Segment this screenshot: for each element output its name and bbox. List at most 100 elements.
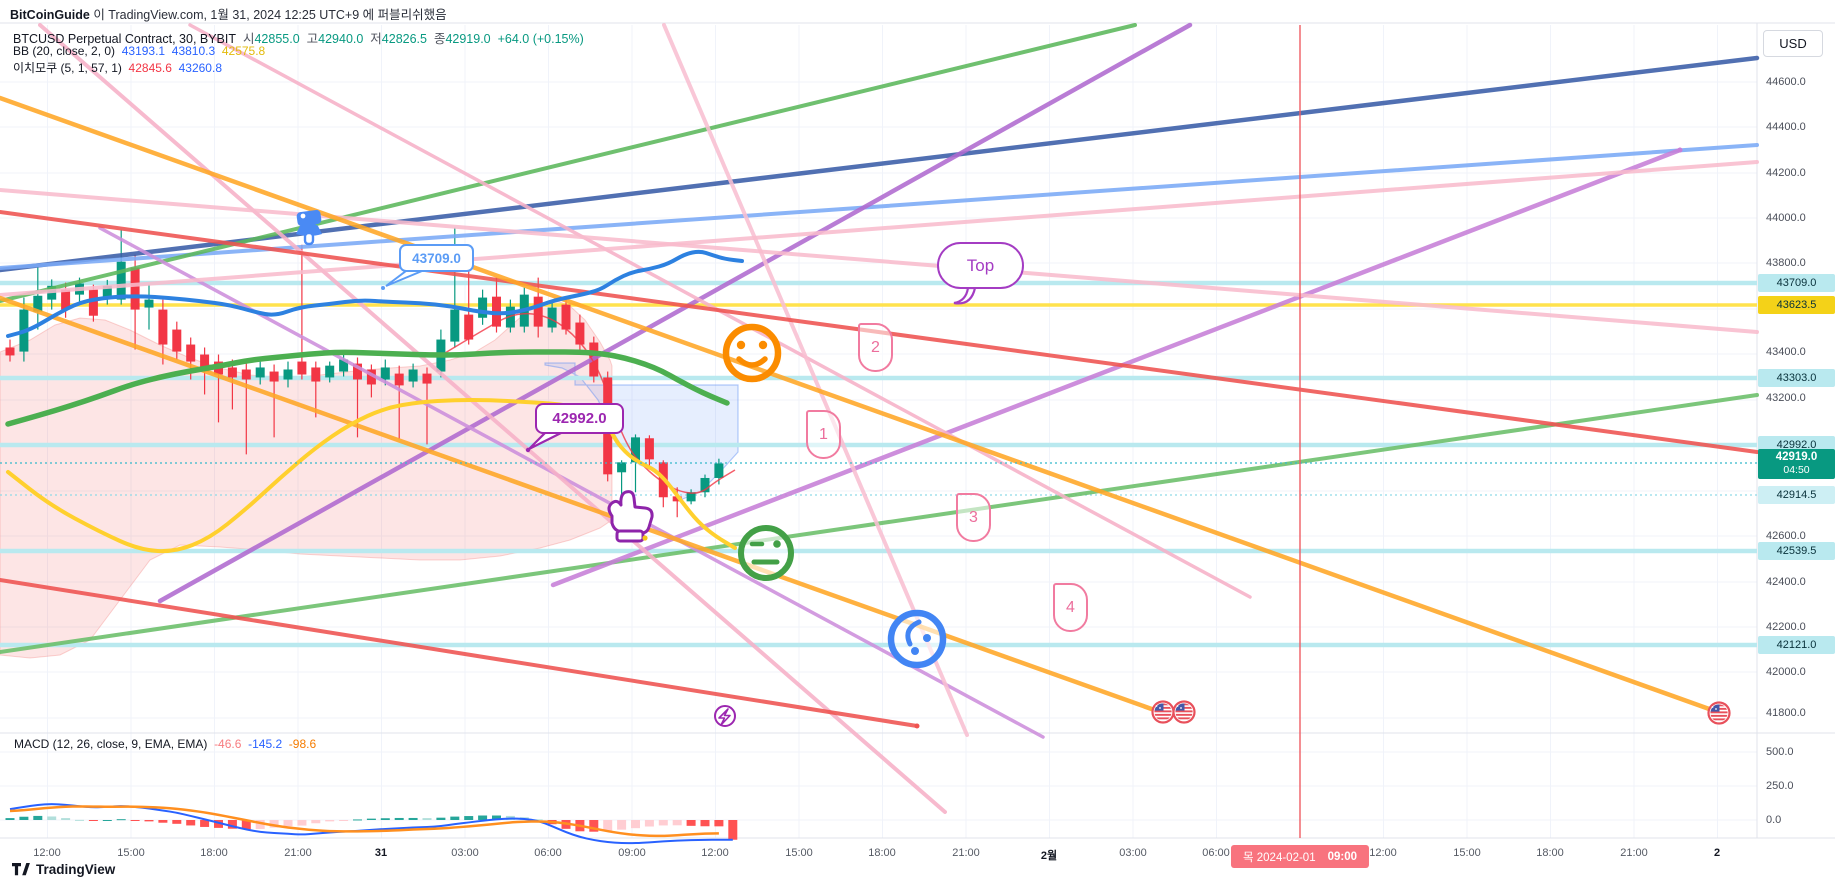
price-tick: 41800.0 — [1766, 707, 1806, 719]
trend-line[interactable] — [0, 160, 1759, 297]
time-tick: 03:00 — [451, 847, 479, 859]
time-tick: 06:00 — [1202, 847, 1230, 859]
bb-lower-value: 42575.8 — [221, 44, 266, 58]
wave-badge-4[interactable]: 4 — [1053, 583, 1088, 632]
trend-line[interactable] — [157, 22, 1193, 604]
pin-icon[interactable] — [296, 209, 322, 246]
time-tick: 21:00 — [284, 847, 312, 859]
time-tick: 06:00 — [534, 847, 562, 859]
price-callout-42992[interactable]: 42992.0 — [535, 403, 624, 434]
level-price-label: 42539.5 — [1758, 542, 1835, 560]
legend-macd-row[interactable]: MACD (12, 26, close, 9, EMA, EMA) -46.6 … — [14, 737, 316, 751]
macd-tick: 500.0 — [1766, 746, 1794, 758]
time-tick: 03:00 — [1119, 847, 1147, 859]
open-value: 42855.0 — [254, 32, 300, 46]
event-time: 09:00 — [1327, 850, 1358, 863]
legend-ichimoku-row[interactable]: 이치모쿠 (5, 1, 57, 1) 42845.6 43260.8 — [13, 59, 222, 76]
bb-upper-line[interactable] — [6, 249, 744, 338]
ichimoku-tenkan-value: 42845.6 — [128, 61, 172, 75]
trend-line[interactable] — [0, 23, 1137, 303]
trend-line[interactable] — [0, 295, 1163, 715]
price-tick: 42200.0 — [1766, 621, 1806, 633]
time-tick: 09:00 — [618, 847, 646, 859]
ichimoku-kijun-line[interactable] — [5, 349, 730, 427]
time-tick: 12:00 — [701, 847, 729, 859]
thumbs-up-icon[interactable] — [607, 490, 654, 543]
macd-tick: 250.0 — [1766, 780, 1794, 792]
price-tick: 43800.0 — [1766, 257, 1806, 269]
time-tick: 15:00 — [785, 847, 813, 859]
time-tick: 15:00 — [117, 847, 145, 859]
wave-badge-1[interactable]: 1 — [806, 410, 841, 459]
level-price-label: 42914.5 — [1758, 486, 1835, 504]
publish-text: 이 TradingView.com, 1월 31, 2024 12:25 UTC… — [89, 8, 447, 22]
price-tick: 43400.0 — [1766, 346, 1806, 358]
smiley-face-icon[interactable] — [722, 323, 782, 383]
top-speech-bubble[interactable]: Top — [937, 242, 1024, 289]
price-tick: 43200.0 — [1766, 392, 1806, 404]
macd-signal-line — [9, 805, 719, 838]
ichimoku-kijun-value: 43260.8 — [178, 61, 222, 75]
trend-line[interactable] — [550, 147, 1683, 588]
price-tick: 42000.0 — [1766, 666, 1806, 678]
currency-button[interactable]: USD — [1763, 30, 1823, 57]
wave-badge-2[interactable]: 2 — [858, 323, 893, 372]
time-tick: 18:00 — [1536, 847, 1564, 859]
change-value: +64.0 (+0.15%) — [497, 32, 584, 46]
publish-header: BitCoinGuide 이 TradingView.com, 1월 31, 2… — [10, 4, 447, 23]
close-value: 42919.0 — [445, 32, 491, 46]
low-label: 저 — [370, 32, 382, 46]
macd-tick: 0.0 — [1766, 814, 1782, 826]
us-flag-icon[interactable] — [1172, 700, 1196, 724]
price-callout-43709[interactable]: 43709.0 — [399, 244, 474, 272]
trend-line[interactable] — [38, 23, 947, 814]
time-tick: 21:00 — [1620, 847, 1648, 859]
tradingview-logo-text: TradingView — [36, 862, 116, 877]
time-tick: 15:00 — [1453, 847, 1481, 859]
trend-line[interactable] — [0, 95, 1715, 713]
macd-hist-value: -46.6 — [214, 737, 242, 751]
macd-label[interactable]: MACD (12, 26, close, 9, EMA, EMA) — [14, 737, 208, 751]
wave-badge-3[interactable]: 3 — [956, 493, 991, 542]
time-tick: 2월 — [1040, 850, 1058, 862]
legend-symbol-row[interactable]: BTCUSD Perpetual Contract, 30, BYBIT 시42… — [13, 28, 584, 47]
trend-line[interactable] — [0, 578, 919, 728]
macd-line-value: -145.2 — [248, 737, 283, 751]
price-tick: 44200.0 — [1766, 167, 1806, 179]
bb-lower-line[interactable] — [6, 397, 737, 554]
symbol-title[interactable]: BTCUSD Perpetual Contract, 30, BYBIT — [13, 32, 237, 46]
us-flag-icon[interactable] — [1151, 700, 1175, 724]
time-tick: 21:00 — [952, 847, 980, 859]
low-value: 42826.5 — [381, 32, 427, 46]
macd-signal-value: -98.6 — [288, 737, 317, 751]
ichimoku-label[interactable]: 이치모쿠 (5, 1, 57, 1) — [13, 61, 122, 75]
us-flag-icon[interactable] — [1707, 701, 1731, 725]
level-price-label: 42121.0 — [1758, 636, 1835, 654]
publisher-name[interactable]: BitCoinGuide — [10, 8, 90, 22]
neutral-face-icon[interactable] — [738, 525, 794, 581]
tradingview-logo[interactable]: TradingView — [12, 862, 115, 877]
event-date-label: 목 2024-02-01 09:00 — [1230, 845, 1370, 868]
level-price-label-yellow: 43623.5 — [1758, 296, 1835, 314]
time-tick: 2 — [1713, 847, 1721, 859]
lightning-icon[interactable] — [714, 705, 736, 727]
close-label: 종 — [433, 32, 446, 46]
time-tick: 18:00 — [200, 847, 228, 859]
price-tick: 42400.0 — [1766, 576, 1806, 588]
high-value: 42940.0 — [318, 32, 364, 46]
event-day: 목 2024-02-01 — [1242, 851, 1316, 864]
current-price-value: 42919.0 — [1775, 451, 1818, 463]
trend-line[interactable] — [0, 55, 1760, 273]
time-tick: 12:00 — [33, 847, 61, 859]
legend-bb-row[interactable]: BB (20, close, 2, 0) 43193.1 43810.3 425… — [13, 44, 265, 58]
level-price-label: 43303.0 — [1758, 369, 1835, 387]
bb-upper-value: 43810.3 — [171, 44, 216, 58]
tradingview-logo-icon — [12, 863, 30, 876]
bb-label[interactable]: BB (20, close, 2, 0) — [13, 44, 116, 58]
blue-face-icon[interactable] — [887, 609, 947, 669]
trend-line[interactable] — [0, 188, 1759, 334]
time-tick: 18:00 — [868, 847, 896, 859]
price-tick: 44000.0 — [1766, 212, 1806, 224]
